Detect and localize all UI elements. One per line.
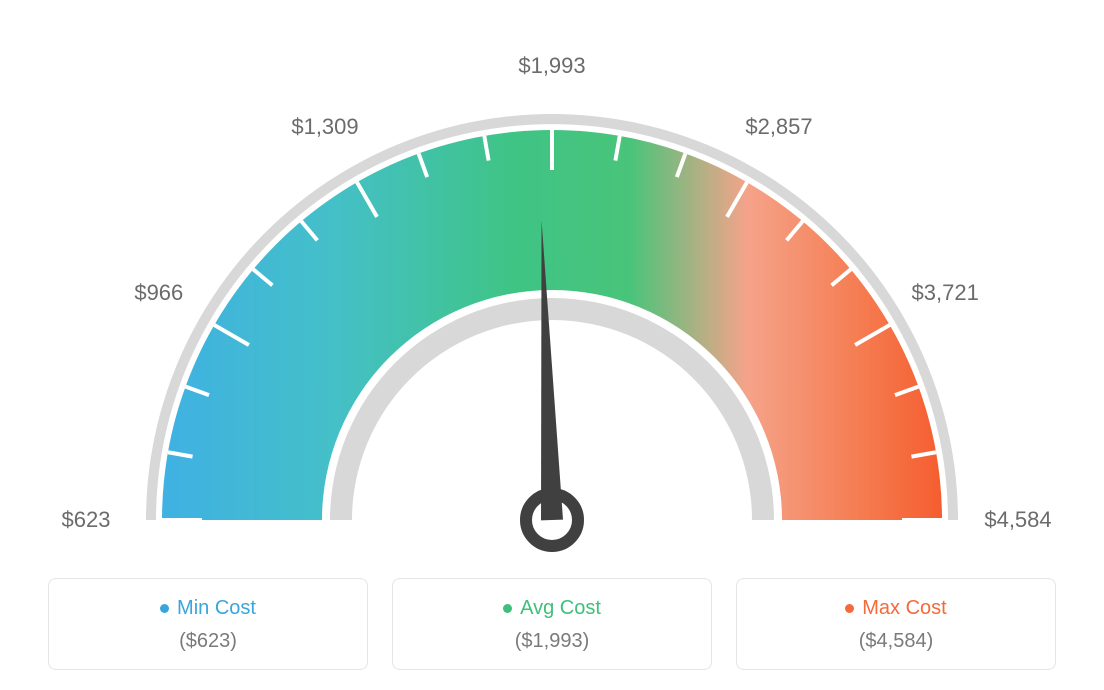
legend-dot-icon bbox=[845, 604, 854, 613]
gauge-chart: $623 $966 $1,309 $1,993 $2,857 $3,721 $4,584 bbox=[52, 20, 1052, 580]
legend-card-max: Max Cost ($4,584) bbox=[736, 578, 1056, 670]
gauge-svg bbox=[52, 20, 1052, 580]
gauge-tick-label: $1,993 bbox=[518, 53, 585, 79]
legend-label-text: Avg Cost bbox=[520, 597, 601, 620]
legend-label-text: Min Cost bbox=[177, 597, 256, 620]
gauge-tick-label: $623 bbox=[62, 507, 111, 533]
legend-title: Min Cost bbox=[160, 597, 256, 620]
legend-value-text: ($1,993) bbox=[403, 630, 701, 653]
legend-value-text: ($4,584) bbox=[747, 630, 1045, 653]
legend-title: Avg Cost bbox=[503, 597, 601, 620]
gauge-tick-label: $1,309 bbox=[291, 114, 358, 140]
gauge-tick-label: $966 bbox=[134, 280, 183, 306]
legend-title: Max Cost bbox=[845, 597, 946, 620]
gauge-tick-label: $3,721 bbox=[912, 280, 979, 306]
legend-dot-icon bbox=[160, 604, 169, 613]
legend-row: Min Cost ($623) Avg Cost ($1,993) Max Cost ($… bbox=[48, 578, 1056, 670]
legend-dot-icon bbox=[503, 604, 512, 613]
legend-card-min: Min Cost ($623) bbox=[48, 578, 368, 670]
gauge-tick-label: $4,584 bbox=[984, 507, 1051, 533]
legend-card-avg: Avg Cost ($1,993) bbox=[392, 578, 712, 670]
gauge-tick-label: $2,857 bbox=[745, 114, 812, 140]
legend-value-text: ($623) bbox=[59, 630, 357, 653]
legend-label-text: Max Cost bbox=[862, 597, 946, 620]
